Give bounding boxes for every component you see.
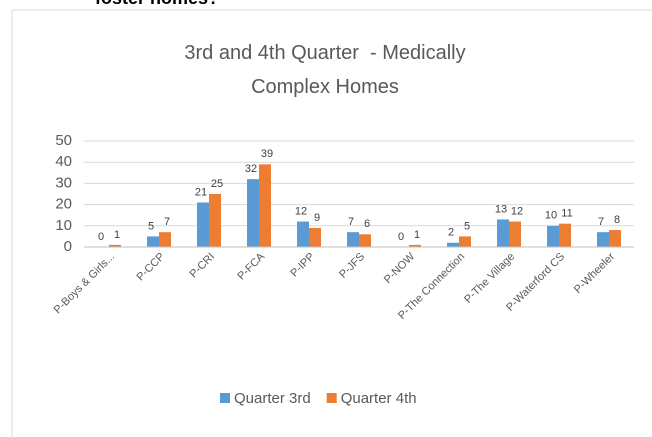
- bar: [309, 227, 321, 247]
- data-label: 13: [495, 203, 507, 215]
- data-label: 7: [598, 216, 604, 228]
- bar: [597, 232, 609, 247]
- bar: [147, 236, 159, 247]
- x-tick-label: P-Boys & Girls...: [52, 251, 118, 317]
- bar: [447, 242, 459, 247]
- data-label: 5: [464, 220, 470, 232]
- legend-label: Quarter 3rd: [234, 390, 311, 407]
- y-tick-label: 20: [55, 196, 72, 213]
- x-tick-label: P-CCP: [134, 251, 167, 284]
- bar: [197, 202, 209, 247]
- bar: [347, 232, 359, 247]
- x-tick-label: P-Wheeler: [572, 250, 617, 295]
- y-tick-label: 50: [55, 132, 72, 149]
- bar: [297, 221, 309, 247]
- bar: [259, 164, 271, 247]
- data-label: 0: [398, 231, 404, 243]
- x-tick-label: P-CRI: [188, 251, 218, 281]
- bar: [459, 236, 471, 247]
- data-label: 0: [98, 231, 104, 243]
- bar: [609, 230, 621, 247]
- data-label: 39: [261, 148, 273, 160]
- x-tick-label: P-JFS: [337, 251, 367, 281]
- bar: [109, 244, 121, 247]
- data-label: 12: [295, 205, 307, 217]
- data-label: 7: [348, 216, 354, 228]
- bar: [547, 225, 559, 247]
- bar: [559, 223, 571, 247]
- data-label: 9: [314, 212, 320, 224]
- legend-label: Quarter 4th: [341, 390, 417, 407]
- bar: [509, 221, 521, 247]
- bar: [497, 219, 509, 247]
- y-tick-label: 0: [64, 238, 72, 255]
- chart-title: 3rd and 4th Quarter - Medically Complex …: [184, 42, 472, 98]
- data-label: 10: [545, 210, 557, 222]
- data-label: 6: [364, 218, 370, 230]
- y-tick-label: 30: [55, 174, 72, 191]
- data-label: 25: [211, 178, 223, 190]
- data-label: 1: [414, 229, 420, 241]
- bar: [247, 179, 259, 247]
- x-tick-label: P-IPP: [288, 251, 317, 280]
- x-tick-label: P-The Village: [462, 251, 517, 306]
- x-tick-label: P-NOW: [382, 250, 418, 286]
- data-label: 8: [614, 214, 620, 226]
- legend-swatch: [326, 393, 337, 403]
- x-tick-label: P-FCA: [235, 250, 267, 282]
- data-label: 32: [245, 163, 257, 175]
- data-label: 7: [164, 216, 170, 228]
- data-label: 21: [195, 186, 207, 198]
- bar: [159, 232, 171, 247]
- data-label: 12: [511, 205, 523, 217]
- legend-swatch: [220, 393, 230, 403]
- data-label: 2: [448, 227, 454, 239]
- bar: [209, 194, 221, 247]
- y-tick-label: 40: [55, 153, 72, 170]
- y-tick-label: 10: [55, 217, 72, 234]
- header-text: foster homes?: [95, 0, 219, 9]
- data-label: 5: [148, 220, 154, 232]
- bar: [409, 244, 421, 247]
- data-label: 11: [561, 208, 572, 220]
- bar: [359, 234, 371, 247]
- data-label: 1: [114, 229, 120, 241]
